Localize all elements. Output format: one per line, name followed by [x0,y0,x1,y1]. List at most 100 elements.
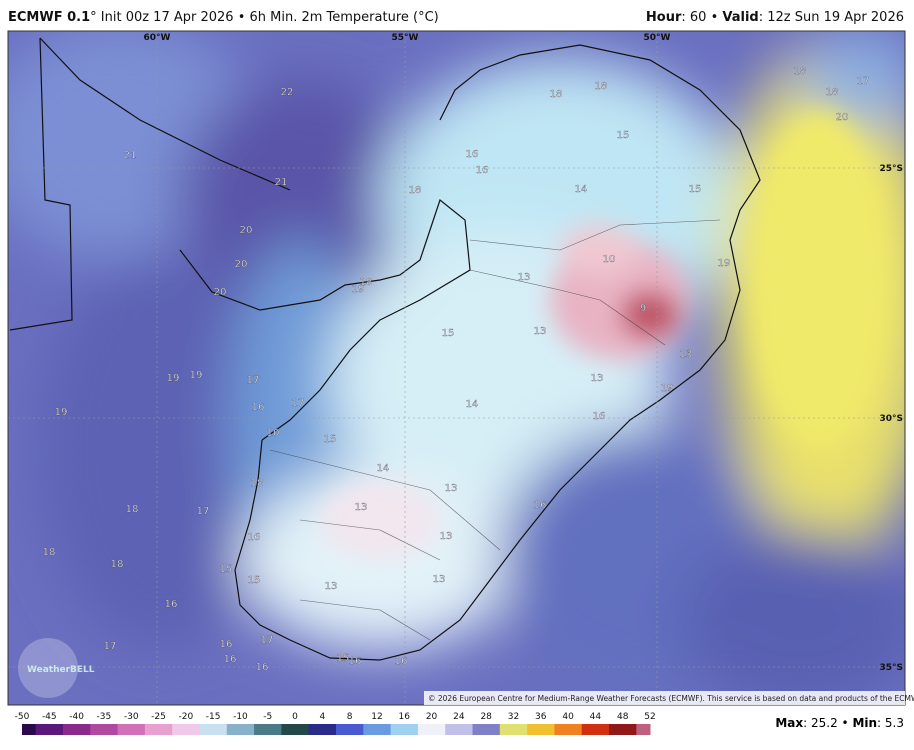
colorbar-tick: -25 [151,712,166,722]
colorbar-swatch [199,724,214,735]
point-value: 16 [224,654,237,665]
colorbar-swatch [158,724,173,735]
point-value: 17 [247,375,260,386]
colorbar-tick: -40 [69,712,84,722]
colorbar-tick: -20 [178,712,193,722]
point-value: 20 [836,112,849,123]
footer: Max: 25.2 • Min: 5.3 [775,716,904,730]
colorbar-swatch [486,724,501,735]
init: ° Init 00z 17 Apr 2026 • 6h Min. 2m Temp… [90,10,439,25]
colorbar-swatch [417,724,433,735]
point-value: 15 [324,434,337,445]
copyright-bg [424,691,905,705]
point-value: 18 [595,81,608,92]
colorbar-tick: 0 [292,712,298,722]
point-value: 18 [251,478,264,489]
header-right: Hour: 60 • Valid: 12z Sun 19 Apr 2026 [646,10,904,25]
colorbar-tick: 48 [617,712,629,722]
point-value: 14 [377,463,390,474]
point-value: 18 [360,277,373,288]
colorbar-swatch [431,724,446,735]
point-value: 16 [476,165,489,176]
colorbar-swatch [226,724,241,735]
colorbar-swatch [472,724,487,735]
point-value: 20 [235,259,248,270]
colorbar-swatch [240,724,255,735]
colorbar-swatch [622,724,637,735]
lon-label: 50°W [644,33,671,43]
logo-mark [18,638,78,698]
colorbar-swatch [90,724,105,735]
point-value: 17 [857,76,870,87]
colorbar-swatch [349,724,364,735]
valid-label: Valid [722,10,759,25]
colorbar-tick: 28 [480,712,492,722]
point-value: 15 [248,575,261,586]
colorbar-tick: 20 [426,712,438,722]
lat-label: 25°S [879,164,903,174]
colorbar-tick: -15 [206,712,221,722]
colorbar-tick: 32 [508,712,519,722]
point-value: 18 [794,66,807,77]
valid: : 12z Sun 19 Apr 2026 [758,10,904,25]
colorbar-swatch [213,724,228,735]
temperature-field [8,31,905,705]
point-value: 18 [826,87,839,98]
colorbar-swatch [295,724,310,735]
point-value: 16 [220,639,233,650]
colorbar-swatch [62,724,78,735]
point-value: 13 [680,349,693,360]
point-value: 15 [617,130,630,141]
point-value: 18 [126,504,139,515]
point-value: 13 [591,373,604,384]
hour-label: Hour [645,10,682,25]
point-value: 16 [248,532,261,543]
colorbar-swatch [76,724,91,735]
point-value: 21 [275,177,288,188]
point-value: 20 [214,287,227,298]
header-left: ECMWF 0.1° Init 00z 17 Apr 2026 • 6h Min… [8,10,439,25]
point-value: 15 [442,328,455,339]
point-value: 19 [661,383,674,394]
colorbar-tick: 16 [399,712,411,722]
colorbar-swatch [609,724,624,735]
logo: WeatherBELL [27,665,95,675]
colorbar-swatch [144,724,160,735]
colorbar-swatch [568,724,583,735]
colorbar-swatch [322,724,337,735]
colorbar-swatch [35,724,50,735]
colorbar-tick: 8 [347,712,353,722]
point-value: 16 [395,656,408,667]
colorbar-tick: 44 [590,712,602,722]
colorbar-swatch [513,724,528,735]
min-label: Min [852,716,878,730]
colorbar-swatch [445,724,460,735]
colorbar-swatch [499,724,514,735]
point-value: 15 [220,564,233,575]
point-value: 13 [445,483,458,494]
point-value: 14 [575,184,588,195]
colorbar-swatch [404,724,419,735]
lat-label: 30°S [879,414,903,424]
colorbar-tick: 4 [319,712,325,722]
colorbar-swatch [636,724,651,735]
colorbar-swatch [103,724,119,735]
point-value: 13 [440,531,453,542]
point-value: 18 [111,559,124,570]
colorbar-swatch [363,724,378,735]
colorbar-swatch [131,724,146,735]
point-value: 17 [292,398,305,409]
max-label: Max [775,716,804,730]
hour: : 60 • [681,10,723,25]
colorbar-tick: -45 [42,712,57,722]
point-value: 18 [409,185,422,196]
point-value: 17 [197,506,210,517]
lon-label: 55°W [392,33,419,43]
colorbar-swatch [595,724,610,735]
point-value: 16 [165,599,178,610]
colorbar-tick: 12 [371,712,382,722]
point-value: 14 [466,399,479,410]
point-value: 13 [518,272,531,283]
point-value: 19 [718,258,731,269]
